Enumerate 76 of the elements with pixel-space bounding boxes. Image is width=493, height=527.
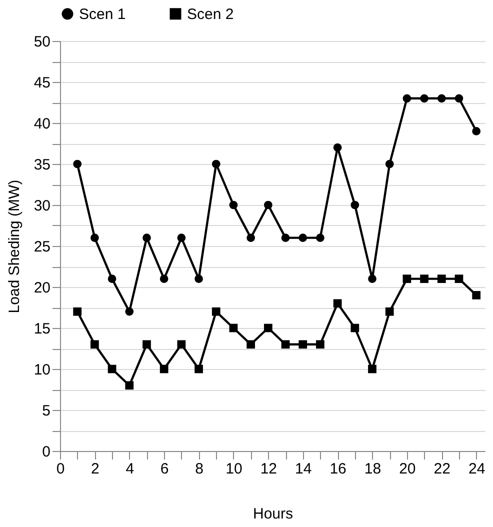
- point: [472, 291, 481, 300]
- point: [333, 299, 342, 308]
- y-tick-label: 10: [34, 362, 50, 378]
- legend-label: Scen 2: [187, 6, 234, 23]
- x-tick-label: 10: [226, 460, 242, 478]
- point: [177, 234, 186, 242]
- point: [454, 274, 464, 283]
- point: [264, 324, 272, 332]
- point: [194, 274, 203, 283]
- point: [368, 274, 376, 283]
- y-tick-label: 25: [34, 238, 50, 256]
- point: [385, 307, 394, 316]
- point: [194, 364, 203, 374]
- point: [160, 364, 168, 374]
- point: [402, 94, 412, 103]
- point: [160, 274, 168, 283]
- point: [212, 160, 220, 168]
- y-tick-label: 20: [34, 280, 50, 296]
- point: [73, 307, 82, 316]
- point: [420, 94, 428, 103]
- point: [298, 340, 308, 349]
- point: [90, 340, 99, 349]
- y-tick-label: 30: [34, 198, 50, 214]
- point: [142, 234, 151, 242]
- point: [316, 234, 324, 242]
- x-tick-label: 16: [330, 460, 346, 478]
- point: [350, 200, 360, 210]
- y-tick-label: 35: [34, 156, 50, 174]
- point: [281, 340, 290, 349]
- x-tick-label: 20: [399, 460, 416, 478]
- legend-label: Scen 1: [79, 6, 126, 23]
- point: [385, 160, 394, 168]
- point: [177, 340, 186, 349]
- point: [229, 324, 238, 332]
- x-tick-label: 18: [364, 460, 382, 478]
- y-tick-label: 45: [34, 74, 50, 92]
- point: [142, 340, 151, 349]
- x-tick-label: 8: [195, 460, 204, 478]
- point: [108, 274, 116, 283]
- x-axis-title: Hours: [252, 506, 294, 522]
- point: [437, 274, 446, 283]
- point: [472, 127, 481, 136]
- point: [298, 234, 308, 242]
- point: [264, 200, 272, 210]
- x-tick-label: 24: [468, 460, 486, 478]
- x-tick-label: 2: [91, 460, 100, 478]
- point: [73, 160, 82, 168]
- y-tick-label: 50: [34, 34, 50, 50]
- point: [246, 340, 255, 349]
- x-tick-label: 6: [160, 460, 169, 478]
- x-tick-label: 4: [126, 460, 134, 478]
- y-axis-title: Load Sheding (MW): [6, 180, 23, 314]
- y-tick-label: 15: [34, 320, 50, 338]
- point: [420, 274, 428, 283]
- point: [368, 364, 376, 374]
- x-tick-label: 0: [56, 460, 65, 478]
- point: [402, 274, 412, 283]
- point: [316, 340, 324, 349]
- point: [333, 143, 342, 152]
- point: [437, 94, 446, 103]
- point: [350, 324, 360, 332]
- x-tick-label: 12: [260, 460, 278, 478]
- point: [90, 234, 99, 242]
- point: [125, 381, 134, 390]
- point: [246, 234, 255, 242]
- y-tick-label: 0: [42, 444, 50, 460]
- y-tick-label: 40: [34, 116, 50, 132]
- point: [212, 307, 220, 316]
- point: [125, 307, 134, 316]
- point: [281, 234, 290, 242]
- y-tick-label: 5: [42, 402, 50, 420]
- point: [454, 94, 464, 103]
- point: [229, 200, 238, 210]
- x-tick-label: 14: [295, 460, 312, 478]
- point: [108, 364, 116, 374]
- x-tick-label: 22: [434, 460, 450, 478]
